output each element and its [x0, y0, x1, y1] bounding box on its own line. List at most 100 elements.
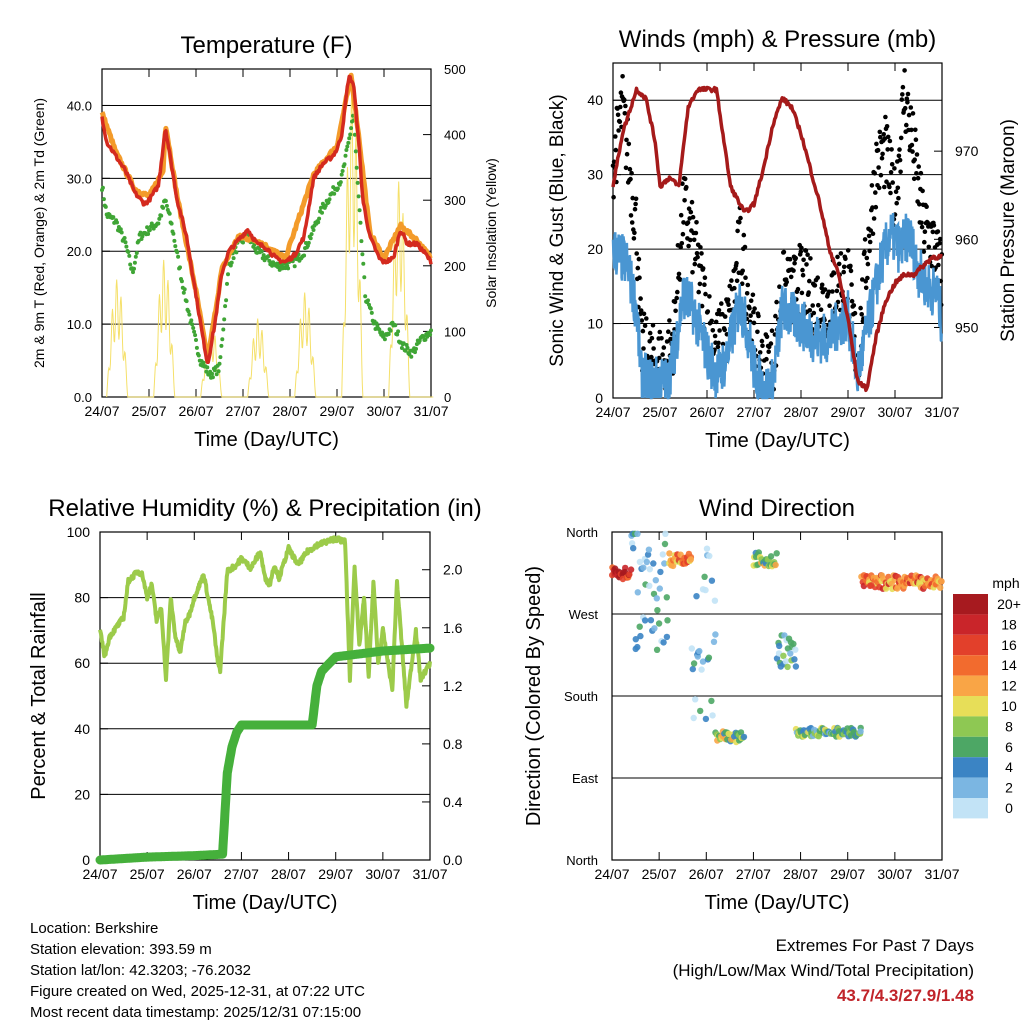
temperature-dewpoint-point: [123, 240, 128, 245]
winds-gust-point: [766, 349, 771, 355]
winds-gust-point: [913, 127, 918, 133]
winds-gust-point: [751, 320, 757, 326]
winds-gust-point: [880, 151, 885, 157]
winds-gust-point: [936, 262, 941, 268]
temperature-dewpoint-point: [355, 180, 360, 185]
winds-gust-point: [930, 229, 936, 235]
winds-gust-point: [712, 333, 718, 339]
temperature-panel: [99, 68, 434, 398]
winds-xtick-label-0: 24/07: [595, 404, 630, 420]
winds-gust-point: [908, 105, 914, 110]
winds-gust-point: [876, 185, 882, 191]
winds-gust-point: [865, 275, 870, 281]
winds-gust-point: [656, 355, 662, 361]
elevation-text: Station elevation: 393.59 m: [30, 941, 212, 958]
winds-gust-point: [755, 329, 760, 335]
winds-gust-point: [697, 281, 703, 287]
direction-point: [782, 658, 790, 665]
winds-ytick-label-0: 0: [595, 390, 603, 406]
winds-gust-point: [734, 260, 739, 266]
winds-gust-point: [617, 119, 623, 124]
winds-gust-point: [890, 180, 895, 185]
winds-gust-point: [800, 267, 805, 273]
winds-gust-point: [682, 198, 687, 203]
humidity-y2tick-label-3: 1.2: [443, 678, 463, 694]
winds-gust-point: [679, 241, 685, 246]
temperature-dewpoint-point: [346, 140, 351, 145]
humidity-ytick-label-5: 100: [67, 524, 91, 540]
winds-gust-point: [910, 149, 915, 154]
temperature-dewpoint-point: [354, 165, 359, 170]
winds-gust-point: [896, 195, 901, 201]
winds-gust-point: [710, 328, 716, 333]
winds-gust-point: [637, 275, 642, 281]
winds-gust-point: [680, 181, 685, 186]
temperature-dewpoint-point: [214, 372, 219, 377]
temperature-dewpoint-point: [320, 210, 324, 215]
humidity-xtick-label-6: 30/07: [365, 866, 400, 882]
winds-gust-point: [911, 176, 917, 182]
direction-point: [663, 633, 671, 641]
winds-gust-point: [887, 138, 893, 144]
direction-point: [653, 595, 660, 602]
temperature-dewpoint-point: [393, 323, 398, 328]
direction-point: [690, 660, 698, 667]
direction-ytick-label-3: West: [569, 607, 599, 622]
temperature-dewpoint-point: [286, 266, 291, 271]
winds-gust-point: [916, 164, 921, 169]
winds-gust-point: [638, 296, 643, 301]
winds-gust-point: [904, 122, 909, 128]
colorbar-swatch-7: [953, 736, 988, 758]
temperature-dewpoint-point: [360, 252, 365, 257]
winds-gust-point: [694, 251, 700, 256]
winds-gust-point: [827, 303, 832, 309]
winds-gust-point: [835, 254, 840, 260]
temperature-dewpoint-point: [179, 279, 184, 284]
colorbar-label-9: 2: [1005, 780, 1013, 796]
winds-gust-point: [841, 269, 846, 275]
winds-gust-point: [777, 284, 782, 290]
temperature-dewpoint-point: [223, 304, 228, 309]
direction-point: [643, 558, 650, 566]
direction-xtick-label-0: 24/07: [594, 866, 629, 882]
temperature-dewpoint-point: [184, 299, 189, 304]
winds-gust-point: [737, 220, 742, 225]
winds-gust-point: [882, 184, 887, 190]
winds-gust-point: [628, 176, 633, 182]
winds-gust-point: [632, 206, 638, 212]
direction-point: [655, 620, 663, 627]
temperature-dewpoint-point: [241, 240, 245, 245]
winds-gust-point: [905, 91, 911, 97]
winds-ytick-label-1: 10: [587, 316, 603, 332]
winds-gust-point: [849, 282, 854, 287]
winds-gust-point: [622, 111, 628, 116]
winds-gust-point: [881, 132, 886, 137]
winds-gust-point: [705, 309, 711, 314]
winds-gust-point: [680, 231, 686, 237]
winds-gust-point: [738, 215, 743, 221]
temperature-dewpoint-point: [219, 343, 224, 348]
direction-point: [645, 546, 653, 553]
temperature-xtick-label-4: 28/07: [272, 403, 307, 419]
winds-gust-point: [800, 272, 806, 278]
winds-gust-point: [838, 251, 844, 256]
winds-gust-point: [876, 165, 881, 170]
winds-gust-point: [937, 240, 942, 246]
winds-gust-point: [752, 306, 757, 311]
direction-xtick-label-1: 25/07: [642, 866, 677, 882]
winds-gust-point: [688, 237, 693, 243]
winds-gust-point: [699, 251, 704, 256]
direction-point: [767, 553, 775, 560]
humidity-y2tick-label-5: 2.0: [443, 562, 463, 578]
direction-point: [857, 728, 864, 735]
temperature-dewpoint-point: [205, 365, 210, 370]
direction-point: [697, 707, 704, 715]
winds-gust-point: [739, 281, 745, 287]
winds-gust-point: [661, 345, 667, 350]
winds-gust-point: [626, 141, 632, 147]
winds-gust-point: [672, 299, 678, 305]
winds-gust-point: [694, 220, 699, 225]
winds-gust-point: [892, 166, 897, 171]
winds-gust-point: [862, 249, 867, 255]
direction-point: [772, 561, 779, 569]
